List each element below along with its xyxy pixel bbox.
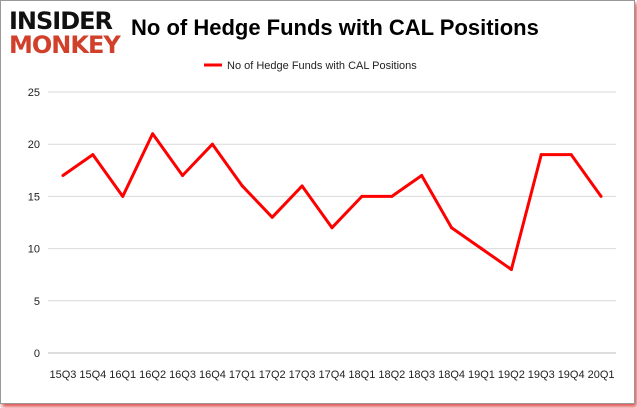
data-point	[181, 174, 185, 178]
data-point	[330, 226, 334, 230]
x-tick-label: 17Q2	[259, 369, 286, 381]
data-point	[121, 194, 125, 198]
data-point	[270, 215, 274, 219]
logo-line2: MONKEY	[9, 31, 121, 59]
x-tick-label: 16Q2	[139, 369, 166, 381]
data-point	[599, 194, 603, 198]
logo-line1: INSIDER	[9, 7, 113, 35]
data-point	[240, 184, 244, 188]
x-tick-label: 16Q1	[109, 369, 136, 381]
x-tick-label: 19Q2	[498, 369, 525, 381]
x-tick-label: 19Q4	[558, 369, 585, 381]
data-point	[61, 174, 65, 178]
x-tick-label: 18Q1	[348, 369, 375, 381]
x-tick-label: 16Q4	[199, 369, 226, 381]
data-point	[479, 247, 483, 251]
x-tick-label: 18Q2	[378, 369, 405, 381]
y-tick-label: 0	[34, 348, 40, 360]
x-tick-label: 17Q1	[229, 369, 256, 381]
data-point	[450, 226, 454, 230]
x-tick-label: 19Q1	[468, 369, 495, 381]
y-tick-label: 25	[28, 87, 40, 99]
legend-label: No of Hedge Funds with CAL Positions	[227, 60, 417, 72]
data-point	[151, 132, 155, 136]
data-point	[390, 194, 394, 198]
x-tick-label: 15Q3	[49, 369, 76, 381]
chart-title: No of Hedge Funds with CAL Positions	[131, 15, 539, 40]
data-point	[509, 267, 513, 271]
y-tick-label: 20	[28, 139, 40, 151]
data-point	[300, 184, 304, 188]
data-point	[91, 153, 95, 157]
x-tick-label: 16Q3	[169, 369, 196, 381]
x-tick-label: 20Q1	[588, 369, 615, 381]
y-tick-label: 10	[28, 244, 40, 256]
data-point	[420, 174, 424, 178]
x-tick-label: 17Q3	[289, 369, 316, 381]
x-tick-label: 15Q4	[79, 369, 106, 381]
series-line	[62, 132, 603, 271]
y-tick-label: 5	[34, 296, 40, 308]
data-point	[569, 153, 573, 157]
data-point	[360, 194, 364, 198]
x-tick-label: 18Q4	[438, 369, 465, 381]
x-tick-label: 19Q3	[528, 369, 555, 381]
data-point	[210, 142, 214, 146]
x-tick-label: 17Q4	[319, 369, 346, 381]
x-tick-label: 18Q3	[408, 369, 435, 381]
insider-monkey-logo: INSIDER MONKEY	[9, 7, 121, 59]
y-tick-label: 15	[28, 191, 40, 203]
data-point	[539, 153, 543, 157]
